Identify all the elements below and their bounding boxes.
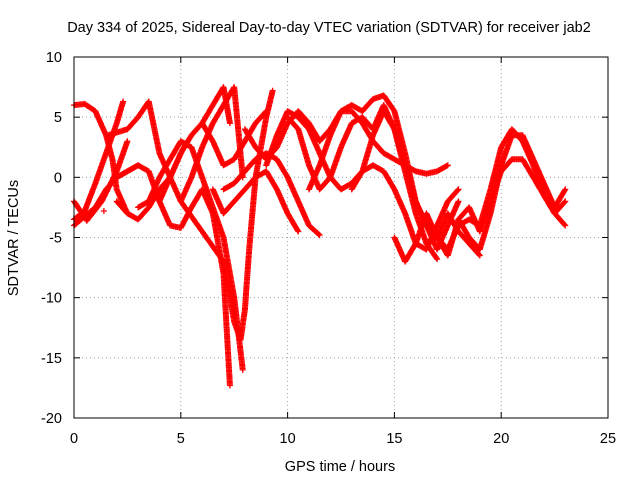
series-arc-22 — [455, 132, 569, 253]
data-marks — [71, 84, 569, 389]
x-tick-label: 10 — [280, 431, 296, 447]
y-tick-label: 10 — [46, 50, 62, 66]
data-point — [124, 138, 131, 145]
series-arc-2 — [71, 138, 131, 224]
y-tick-label: -5 — [49, 231, 62, 247]
x-axis-label: GPS time / hours — [285, 459, 395, 475]
isolated-data-point — [100, 208, 107, 215]
series-arc-13 — [220, 150, 323, 239]
series-arc-3 — [71, 98, 127, 223]
data-point — [455, 186, 462, 193]
y-tick-label: -20 — [41, 411, 62, 427]
series-arc-12 — [199, 108, 270, 169]
series-arc-11 — [220, 87, 276, 343]
series-arc-5 — [105, 98, 227, 265]
data-point — [120, 98, 127, 105]
y-tick-label: 0 — [54, 170, 62, 186]
y-tick-label: -10 — [41, 291, 62, 307]
data-point — [239, 366, 246, 373]
data-point — [561, 221, 568, 228]
x-tick-label: 15 — [386, 431, 402, 447]
data-point — [562, 222, 569, 229]
data-point — [315, 231, 322, 238]
data-point — [226, 120, 233, 127]
data-point — [454, 187, 461, 194]
data-point — [269, 87, 276, 94]
data-point — [434, 256, 441, 263]
data-point — [561, 187, 568, 194]
data-point — [294, 227, 301, 234]
series-arc-14 — [209, 168, 302, 235]
x-tick-label: 0 — [70, 431, 78, 447]
data-point — [316, 232, 323, 239]
data-point — [262, 109, 269, 116]
data-point — [562, 198, 569, 205]
data-point — [476, 251, 482, 258]
data-point — [455, 198, 462, 205]
chart-title: Day 334 of 2025, Sidereal Day-to-day VTE… — [67, 20, 591, 36]
y-tick-label: -15 — [41, 351, 62, 367]
y-axis-label: SDTVAR / TECUs — [6, 180, 22, 296]
data-point — [226, 382, 233, 389]
series-arc-19 — [348, 108, 441, 263]
data-point — [561, 199, 568, 206]
x-tick-label: 25 — [600, 431, 616, 447]
data-point — [295, 228, 302, 235]
x-tick-label: 20 — [493, 431, 509, 447]
y-tick-label: 5 — [54, 110, 62, 126]
data-point — [562, 186, 569, 193]
data-point — [263, 108, 270, 115]
data-point — [444, 162, 451, 169]
x-tick-label: 5 — [177, 431, 185, 447]
data-point — [443, 163, 450, 169]
data-point — [433, 255, 440, 261]
axis-ticks: 0 5 10 15 20 25 -20 -15 -10 -5 0 5 10 — [41, 50, 616, 447]
series-arc-9 — [156, 84, 233, 205]
data-point — [476, 252, 483, 259]
